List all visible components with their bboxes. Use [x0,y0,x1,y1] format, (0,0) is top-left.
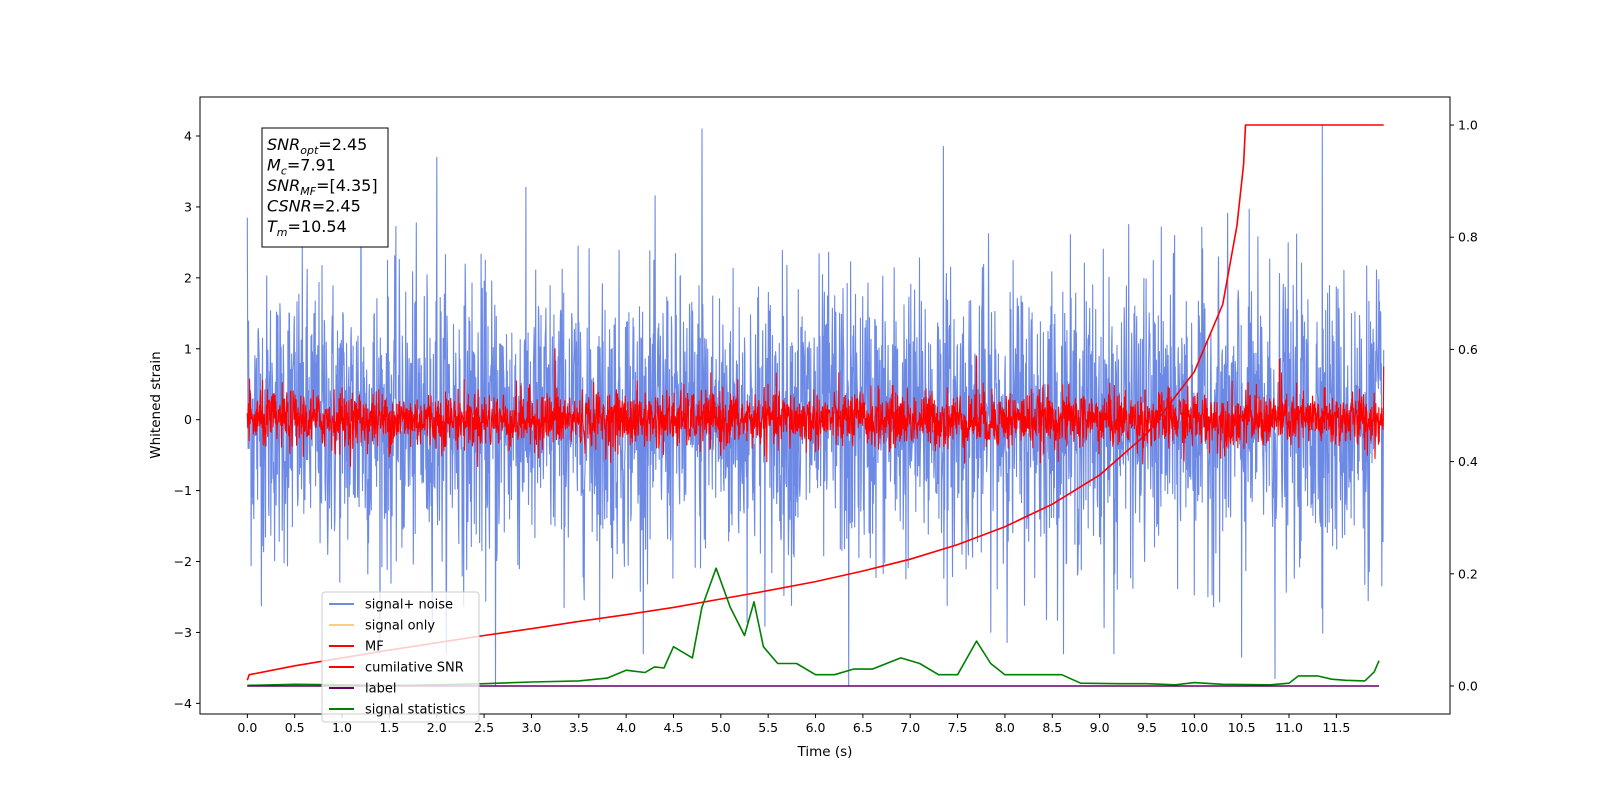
y-tick-label: −4 [174,696,192,711]
legend-label: signal only [365,619,435,634]
legend-label: MF [365,640,384,655]
x-axis: 0.0 0.5 1.0 1.5 2.0 2.5 3.0 3.5 4.0 4.5 5.0 5.5 6.0 6… [237,714,1350,735]
y-tick-label: 3 [184,199,192,214]
x-tick-label: 3.5 [569,720,589,735]
legend: signal+ noise signal only MF cumilative SNR… [321,591,480,723]
x-tick-label: 6.0 [806,720,826,735]
x-tick-label: 4.5 [664,720,684,735]
legend-label: signal+ noise [365,598,453,613]
x-tick-label: 7.0 [900,720,920,735]
y-right-tick-label: 0.0 [1458,678,1478,693]
y-right-tick-label: 1.0 [1458,118,1478,133]
x-tick-label: 10.5 [1228,720,1256,735]
series-signal-statistics [247,567,1380,687]
x-tick-label: 7.5 [948,720,968,735]
legend-label: signal statistics [365,703,466,718]
y-right-tick-label: 0.4 [1458,454,1478,469]
x-tick-label: 5.0 [711,720,731,735]
x-tick-label: 1.0 [332,720,352,735]
y-tick-label: −1 [174,483,192,498]
y-tick-label: −2 [174,554,192,569]
y-tick-label: 4 [184,129,192,144]
y-right-tick-label: 0.6 [1458,342,1478,357]
x-tick-label: 2.5 [474,720,494,735]
series-signal-noise [246,124,1385,687]
annotation-line: Tm=10.54 [267,217,347,239]
axes-frame [199,96,1451,715]
x-axis-label: Time (s) [797,744,853,760]
x-tick-label: 8.5 [1042,720,1062,735]
y-tick-label: 0 [184,412,192,427]
series-mf [246,348,1385,468]
x-tick-label: 11.0 [1275,720,1303,735]
y-right-tick-label: 0.2 [1458,566,1478,581]
annotation-frame [261,127,389,248]
x-tick-label: 1.5 [379,720,399,735]
legend-label: label [365,682,396,697]
y-tick-label: −3 [174,625,192,640]
legend-label: cumilative SNR [365,661,464,676]
y-axis-right: 0.0 0.2 0.4 0.6 0.8 1.0 [1450,118,1478,693]
y-tick-label: 2 [184,270,192,285]
x-tick-label: 5.5 [758,720,778,735]
y-axis-left: −4 −3 −2 −1 0 1 2 3 4 [174,129,200,711]
x-tick-label: 0.0 [237,720,257,735]
x-tick-label: 11.5 [1322,720,1350,735]
legend-frame [321,591,480,723]
x-tick-label: 4.0 [616,720,636,735]
x-tick-label: 2.0 [427,720,447,735]
x-tick-label: 9.0 [1090,720,1110,735]
x-tick-label: 0.5 [285,720,305,735]
x-tick-label: 9.5 [1137,720,1157,735]
annotation-line: SNRopt=2.45 [267,135,367,157]
annotation-line: SNRMF=[4.35] [267,176,378,198]
y-axis-label: Whitened strain [148,351,164,458]
annotation-line: Mc=7.91 [267,156,336,178]
x-tick-label: 3.0 [521,720,541,735]
x-tick-label: 8.0 [995,720,1015,735]
annotation-line: CSNR=2.45 [267,197,361,216]
y-right-tick-label: 0.8 [1458,230,1478,245]
y-tick-label: 1 [184,341,192,356]
annotation-box: SNRopt=2.45Mc=7.91SNRMF=[4.35]CSNR=2.45T… [261,127,389,248]
x-tick-label: 10.0 [1180,720,1208,735]
x-tick-label: 6.5 [853,720,873,735]
